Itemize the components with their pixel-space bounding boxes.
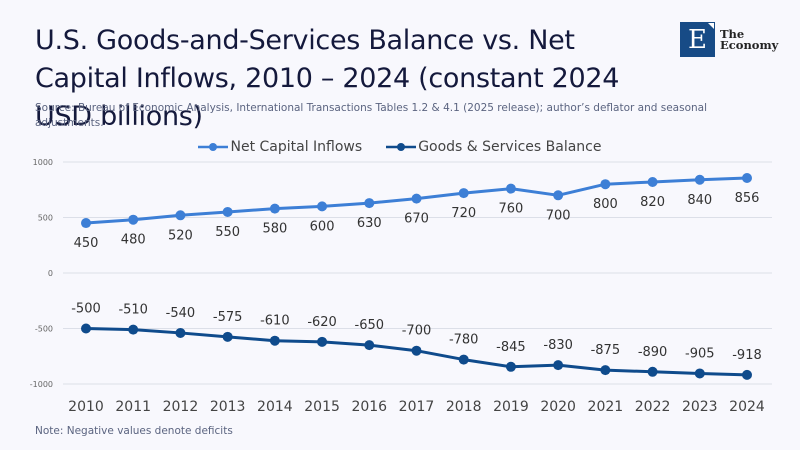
data-label: -650 xyxy=(355,318,385,333)
data-point xyxy=(742,369,752,380)
the-economy-logo: E The Economy xyxy=(680,22,778,57)
data-point xyxy=(175,327,186,338)
data-point xyxy=(694,174,705,185)
data-label: 580 xyxy=(262,222,287,237)
x-tick-label: 2015 xyxy=(304,399,340,415)
x-tick-label: 2017 xyxy=(399,399,435,415)
data-point xyxy=(600,365,611,376)
data-point xyxy=(647,366,658,377)
data-label: 520 xyxy=(168,228,193,243)
legend-label: Goods & Services Balance xyxy=(418,139,602,155)
data-label: -890 xyxy=(638,345,668,360)
data-point xyxy=(458,188,469,199)
x-tick-label: 2011 xyxy=(115,399,151,415)
logo-line2: Economy xyxy=(720,37,779,52)
data-label: 820 xyxy=(640,195,665,210)
data-point xyxy=(269,203,280,214)
x-tick-label: 2012 xyxy=(163,399,199,415)
legend-marker-icon xyxy=(198,143,229,151)
data-label: 720 xyxy=(451,206,476,221)
x-tick-label: 2010 xyxy=(68,399,104,415)
legend-label: Net Capital Inflows xyxy=(230,139,363,155)
x-tick-label: 2022 xyxy=(635,399,671,415)
x-tick-label: 2018 xyxy=(446,399,482,415)
data-point xyxy=(128,324,139,335)
data-point xyxy=(458,354,469,365)
data-label: 700 xyxy=(546,208,571,223)
data-point xyxy=(694,368,705,379)
data-label: 480 xyxy=(121,233,146,248)
x-tick-label: 2024 xyxy=(729,399,765,415)
data-label: -700 xyxy=(402,324,432,339)
data-point xyxy=(364,340,375,351)
footer-note: Note: Negative values denote deficits xyxy=(35,425,233,437)
data-point xyxy=(505,361,516,372)
source-note: Source: Bureau of Economic Analysis, Int… xyxy=(35,102,708,129)
data-point xyxy=(317,201,328,212)
data-label: -845 xyxy=(496,340,526,355)
logo-line1: The xyxy=(720,26,745,41)
data-point xyxy=(364,198,375,209)
chart-legend: Net Capital Inflows Goods & Services Bal… xyxy=(0,139,800,155)
data-label: -780 xyxy=(449,333,479,348)
y-tick-label: -1000 xyxy=(30,380,53,389)
x-tick-label: 2019 xyxy=(493,399,529,415)
logo-e-icon: E xyxy=(680,22,715,57)
data-label: 550 xyxy=(215,225,240,240)
x-tick-label: 2014 xyxy=(257,399,293,415)
data-point xyxy=(411,193,422,204)
data-label: 630 xyxy=(357,216,382,231)
data-point xyxy=(553,360,564,371)
y-tick-label: -500 xyxy=(35,325,53,334)
data-label: 450 xyxy=(74,236,99,251)
data-label: 600 xyxy=(310,219,335,234)
data-point xyxy=(317,336,328,347)
data-point xyxy=(600,179,611,190)
data-label: -918 xyxy=(732,348,762,363)
data-label: -620 xyxy=(307,315,337,330)
legend-marker-icon xyxy=(386,143,417,151)
data-point xyxy=(222,206,233,217)
data-point xyxy=(175,210,186,221)
logo-wordmark: The Economy xyxy=(720,26,779,52)
x-tick-label: 2021 xyxy=(588,399,624,415)
data-label: -830 xyxy=(543,338,573,353)
data-label: 800 xyxy=(593,197,618,212)
data-label: 840 xyxy=(687,193,712,208)
data-label: -905 xyxy=(685,346,715,361)
data-point xyxy=(222,331,233,342)
data-point xyxy=(81,218,91,229)
data-point xyxy=(269,335,280,346)
data-label: -510 xyxy=(118,303,148,318)
data-label: -500 xyxy=(71,302,101,317)
data-point xyxy=(411,345,422,356)
x-tick-label: 2016 xyxy=(351,399,387,415)
chart-title: U.S. Goods-and-Services Balance vs. Net … xyxy=(35,25,620,132)
x-tick-label: 2013 xyxy=(210,399,246,415)
data-point xyxy=(81,323,91,334)
data-point xyxy=(647,176,658,187)
x-tick-label: 2023 xyxy=(682,399,718,415)
logo-letter: E xyxy=(688,24,707,55)
data-label: -540 xyxy=(166,306,196,321)
logo-corner xyxy=(708,23,714,29)
y-tick-label: 500 xyxy=(38,214,53,223)
data-point xyxy=(742,172,752,183)
data-label: 670 xyxy=(404,212,429,227)
legend-item-net-capital-inflows: Net Capital Inflows xyxy=(198,139,362,155)
data-label: 760 xyxy=(499,202,524,217)
data-point xyxy=(505,183,516,194)
data-label: -575 xyxy=(213,310,243,325)
data-point xyxy=(553,190,564,201)
legend-item-goods-services-balance: Goods & Services Balance xyxy=(386,139,602,155)
data-label: -875 xyxy=(591,343,621,358)
y-tick-label: 0 xyxy=(48,269,53,278)
data-label: 856 xyxy=(735,191,760,206)
data-label: -610 xyxy=(260,314,290,329)
y-tick-label: 1000 xyxy=(33,158,53,167)
data-point xyxy=(128,214,139,225)
x-tick-label: 2020 xyxy=(540,399,576,415)
